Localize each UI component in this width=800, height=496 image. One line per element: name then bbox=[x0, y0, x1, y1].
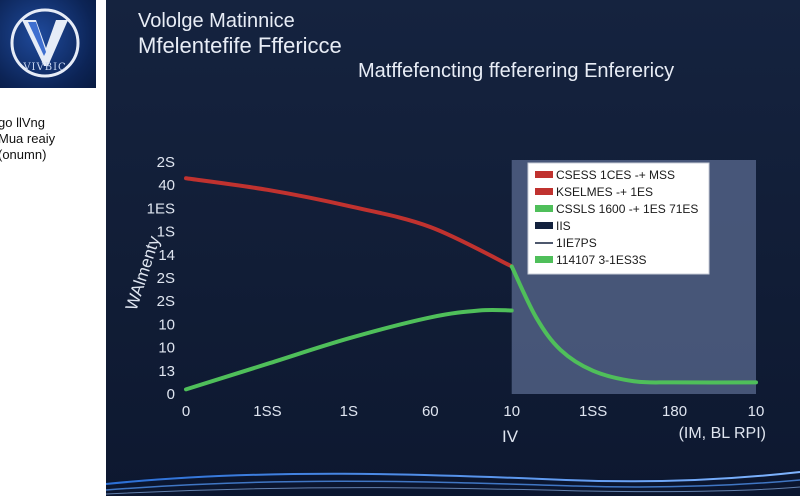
left-panel: VIVBIC go llVng Mua reaiy (onumn) bbox=[0, 0, 106, 496]
x-tick-label: 1SS bbox=[579, 403, 607, 420]
logo-v-icon bbox=[10, 8, 80, 78]
series-line-1 bbox=[184, 176, 514, 269]
y-tick-label: 2S bbox=[157, 154, 175, 171]
logo: VIVBIC bbox=[0, 0, 96, 88]
x-axis-ticks: 0 1SS 1S 60 10 1SS 180 10 bbox=[182, 403, 765, 420]
legend-label: IIS bbox=[556, 219, 571, 233]
y-tick-label: 10 bbox=[158, 340, 175, 357]
x-axis-unit-label: (IM, BL RPI) bbox=[679, 425, 766, 442]
legend-swatch bbox=[535, 222, 553, 229]
y-tick-label: 13 bbox=[158, 363, 175, 380]
legend-swatch bbox=[535, 256, 553, 263]
chart-subtitle: Matffefencting ffeferering Enferericy bbox=[358, 60, 675, 82]
x-tick-label: 10 bbox=[503, 403, 520, 420]
y-tick-label: 0 bbox=[167, 386, 175, 403]
legend-label: KSELMES -+ 1ES bbox=[556, 185, 653, 199]
y-tick-label: 40 bbox=[158, 177, 175, 194]
series-layer bbox=[184, 176, 758, 392]
y-tick-label: 2S bbox=[157, 293, 175, 310]
x-tick-label: 60 bbox=[422, 403, 439, 420]
y-tick-label: 1S bbox=[157, 224, 175, 241]
y-axis-ticks: 0 13 10 10 2S 2S 14 1S 1ES 40 2S bbox=[147, 154, 175, 403]
legend-swatch bbox=[535, 188, 553, 195]
series-line-3 bbox=[509, 264, 758, 385]
side-text-line-3: (onumn) bbox=[0, 147, 47, 162]
chart-title-line-2: Mfelentefife Fffericce bbox=[138, 33, 342, 58]
legend-label: 114107 3-1ES3S bbox=[556, 253, 647, 267]
legend-box bbox=[527, 162, 710, 275]
side-text-line-1: go llVng bbox=[0, 115, 45, 130]
legend: CSESS 1CES -+ MSS KSELMES -+ 1ES CSSLS 160… bbox=[527, 162, 710, 275]
series-line-2 bbox=[184, 307, 514, 392]
legend-swatch bbox=[535, 171, 553, 178]
legend-swatch bbox=[535, 205, 553, 212]
legend-label: CSESS 1CES -+ MSS bbox=[556, 168, 675, 182]
y-tick-label: 14 bbox=[158, 247, 175, 264]
chart-title-line-1: Vololge Matinnice bbox=[138, 10, 295, 32]
legend-label: 1IE7PS bbox=[556, 236, 597, 250]
x-axis-label: IV bbox=[502, 427, 519, 446]
side-text-line-2: Mua reaiy bbox=[0, 131, 56, 146]
logo-text: VIVBIC bbox=[23, 62, 67, 73]
x-tick-label: 1S bbox=[340, 403, 358, 420]
x-tick-label: 180 bbox=[662, 403, 687, 420]
x-tick-label: 1SS bbox=[253, 403, 281, 420]
y-tick-label: 1ES bbox=[147, 200, 175, 217]
y-tick-label: 10 bbox=[158, 316, 175, 333]
legend-label: CSSLS 1600 -+ 1ES 71ES bbox=[556, 202, 698, 216]
y-tick-label: 2S bbox=[157, 270, 175, 287]
x-tick-label: 10 bbox=[748, 403, 765, 420]
bottom-wave-decoration bbox=[106, 470, 800, 496]
x-tick-label: 0 bbox=[182, 403, 190, 420]
